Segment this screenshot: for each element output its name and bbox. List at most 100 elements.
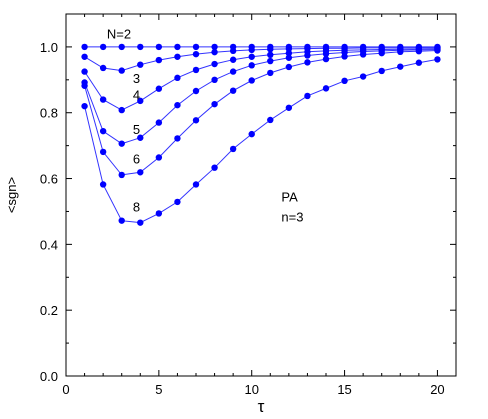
data-point — [118, 67, 125, 74]
y-tick-label: 0.6 — [40, 172, 58, 187]
series-label: 5 — [133, 122, 140, 137]
data-point — [285, 54, 293, 61]
data-point — [397, 48, 404, 56]
data-point — [81, 68, 88, 75]
data-point — [267, 51, 274, 59]
data-point — [359, 73, 367, 80]
data-point — [174, 198, 181, 206]
data-point — [99, 64, 107, 72]
data-point — [248, 62, 255, 69]
data-point — [192, 117, 200, 124]
data-point — [248, 46, 255, 54]
data-point — [137, 219, 144, 226]
data-point — [174, 101, 181, 109]
x-tick-label: 20 — [430, 382, 444, 397]
data-point — [211, 100, 218, 108]
data-point — [81, 53, 88, 60]
data-point — [174, 135, 181, 142]
data-point — [229, 87, 237, 94]
data-point — [211, 76, 218, 84]
annotation-text: n=3 — [281, 209, 303, 224]
data-point — [378, 49, 385, 57]
data-point — [99, 127, 107, 135]
y-tick-label: 0.8 — [40, 106, 58, 121]
data-point — [81, 43, 88, 51]
data-point — [118, 140, 125, 147]
series-5: 8 — [81, 56, 441, 226]
data-point — [118, 217, 125, 224]
x-axis-label: τ — [258, 397, 265, 416]
data-point — [267, 46, 274, 53]
ticks-layer: 0 5 10 15 20 0.0 0.2 0.4 0.6 0.8 1.0 — [40, 13, 456, 397]
data-point — [192, 66, 200, 74]
data-point — [137, 97, 144, 105]
data-point — [434, 56, 441, 63]
data-point — [248, 130, 255, 138]
x-tick-label: 5 — [155, 382, 162, 397]
data-point — [248, 53, 255, 60]
labels-layer: PA n=3 — [281, 190, 303, 225]
series-layer: N=2 3 4 5 6 8 — [81, 27, 441, 226]
y-tick-label: 0.2 — [40, 303, 58, 318]
data-point — [192, 181, 200, 188]
data-point — [211, 48, 218, 56]
data-point — [267, 57, 274, 65]
data-point — [285, 63, 293, 71]
data-point — [192, 87, 200, 95]
data-point — [137, 61, 144, 68]
series-label: 3 — [133, 71, 140, 86]
data-point — [322, 85, 330, 92]
y-tick-label: 1.0 — [40, 40, 58, 55]
data-point — [192, 50, 200, 58]
data-point — [304, 52, 311, 59]
data-point — [174, 53, 181, 60]
data-point — [99, 148, 107, 156]
data-point — [155, 154, 163, 161]
data-point — [81, 82, 88, 89]
data-point — [304, 92, 311, 100]
data-point — [434, 47, 441, 54]
data-point — [211, 164, 218, 171]
data-point — [174, 43, 181, 51]
data-point — [322, 55, 330, 63]
series-label: 6 — [133, 152, 140, 167]
data-point — [211, 43, 218, 51]
data-point — [341, 77, 348, 85]
data-point — [229, 56, 237, 63]
data-point — [285, 104, 293, 111]
data-point — [229, 145, 237, 153]
y-tick-label: 0.4 — [40, 237, 58, 252]
data-point — [118, 43, 125, 51]
data-point — [192, 43, 200, 51]
data-point — [137, 43, 144, 51]
data-point — [137, 169, 144, 176]
y-tick-label: 0.0 — [40, 369, 58, 384]
data-point — [397, 63, 404, 70]
data-point — [285, 49, 293, 57]
series-label: 4 — [133, 88, 140, 103]
data-point — [155, 210, 163, 217]
data-point — [211, 60, 218, 68]
data-point — [155, 43, 163, 51]
data-point — [267, 116, 274, 124]
annotation-text: PA — [281, 190, 298, 205]
series-0: N=2 — [81, 27, 441, 51]
data-point — [248, 77, 255, 84]
series-4: 6 — [81, 47, 441, 179]
x-tick-label: 10 — [244, 382, 258, 397]
data-point — [155, 85, 163, 92]
data-point — [155, 119, 163, 126]
data-point — [81, 102, 88, 110]
data-point — [174, 74, 181, 82]
x-tick-label: 0 — [62, 382, 69, 397]
data-point — [137, 134, 144, 141]
data-point — [378, 67, 385, 75]
data-point — [415, 47, 423, 55]
data-point — [229, 47, 237, 55]
data-point — [304, 59, 311, 66]
data-point — [99, 181, 107, 188]
data-point — [99, 96, 107, 103]
data-point — [322, 50, 330, 58]
data-point — [267, 69, 274, 77]
